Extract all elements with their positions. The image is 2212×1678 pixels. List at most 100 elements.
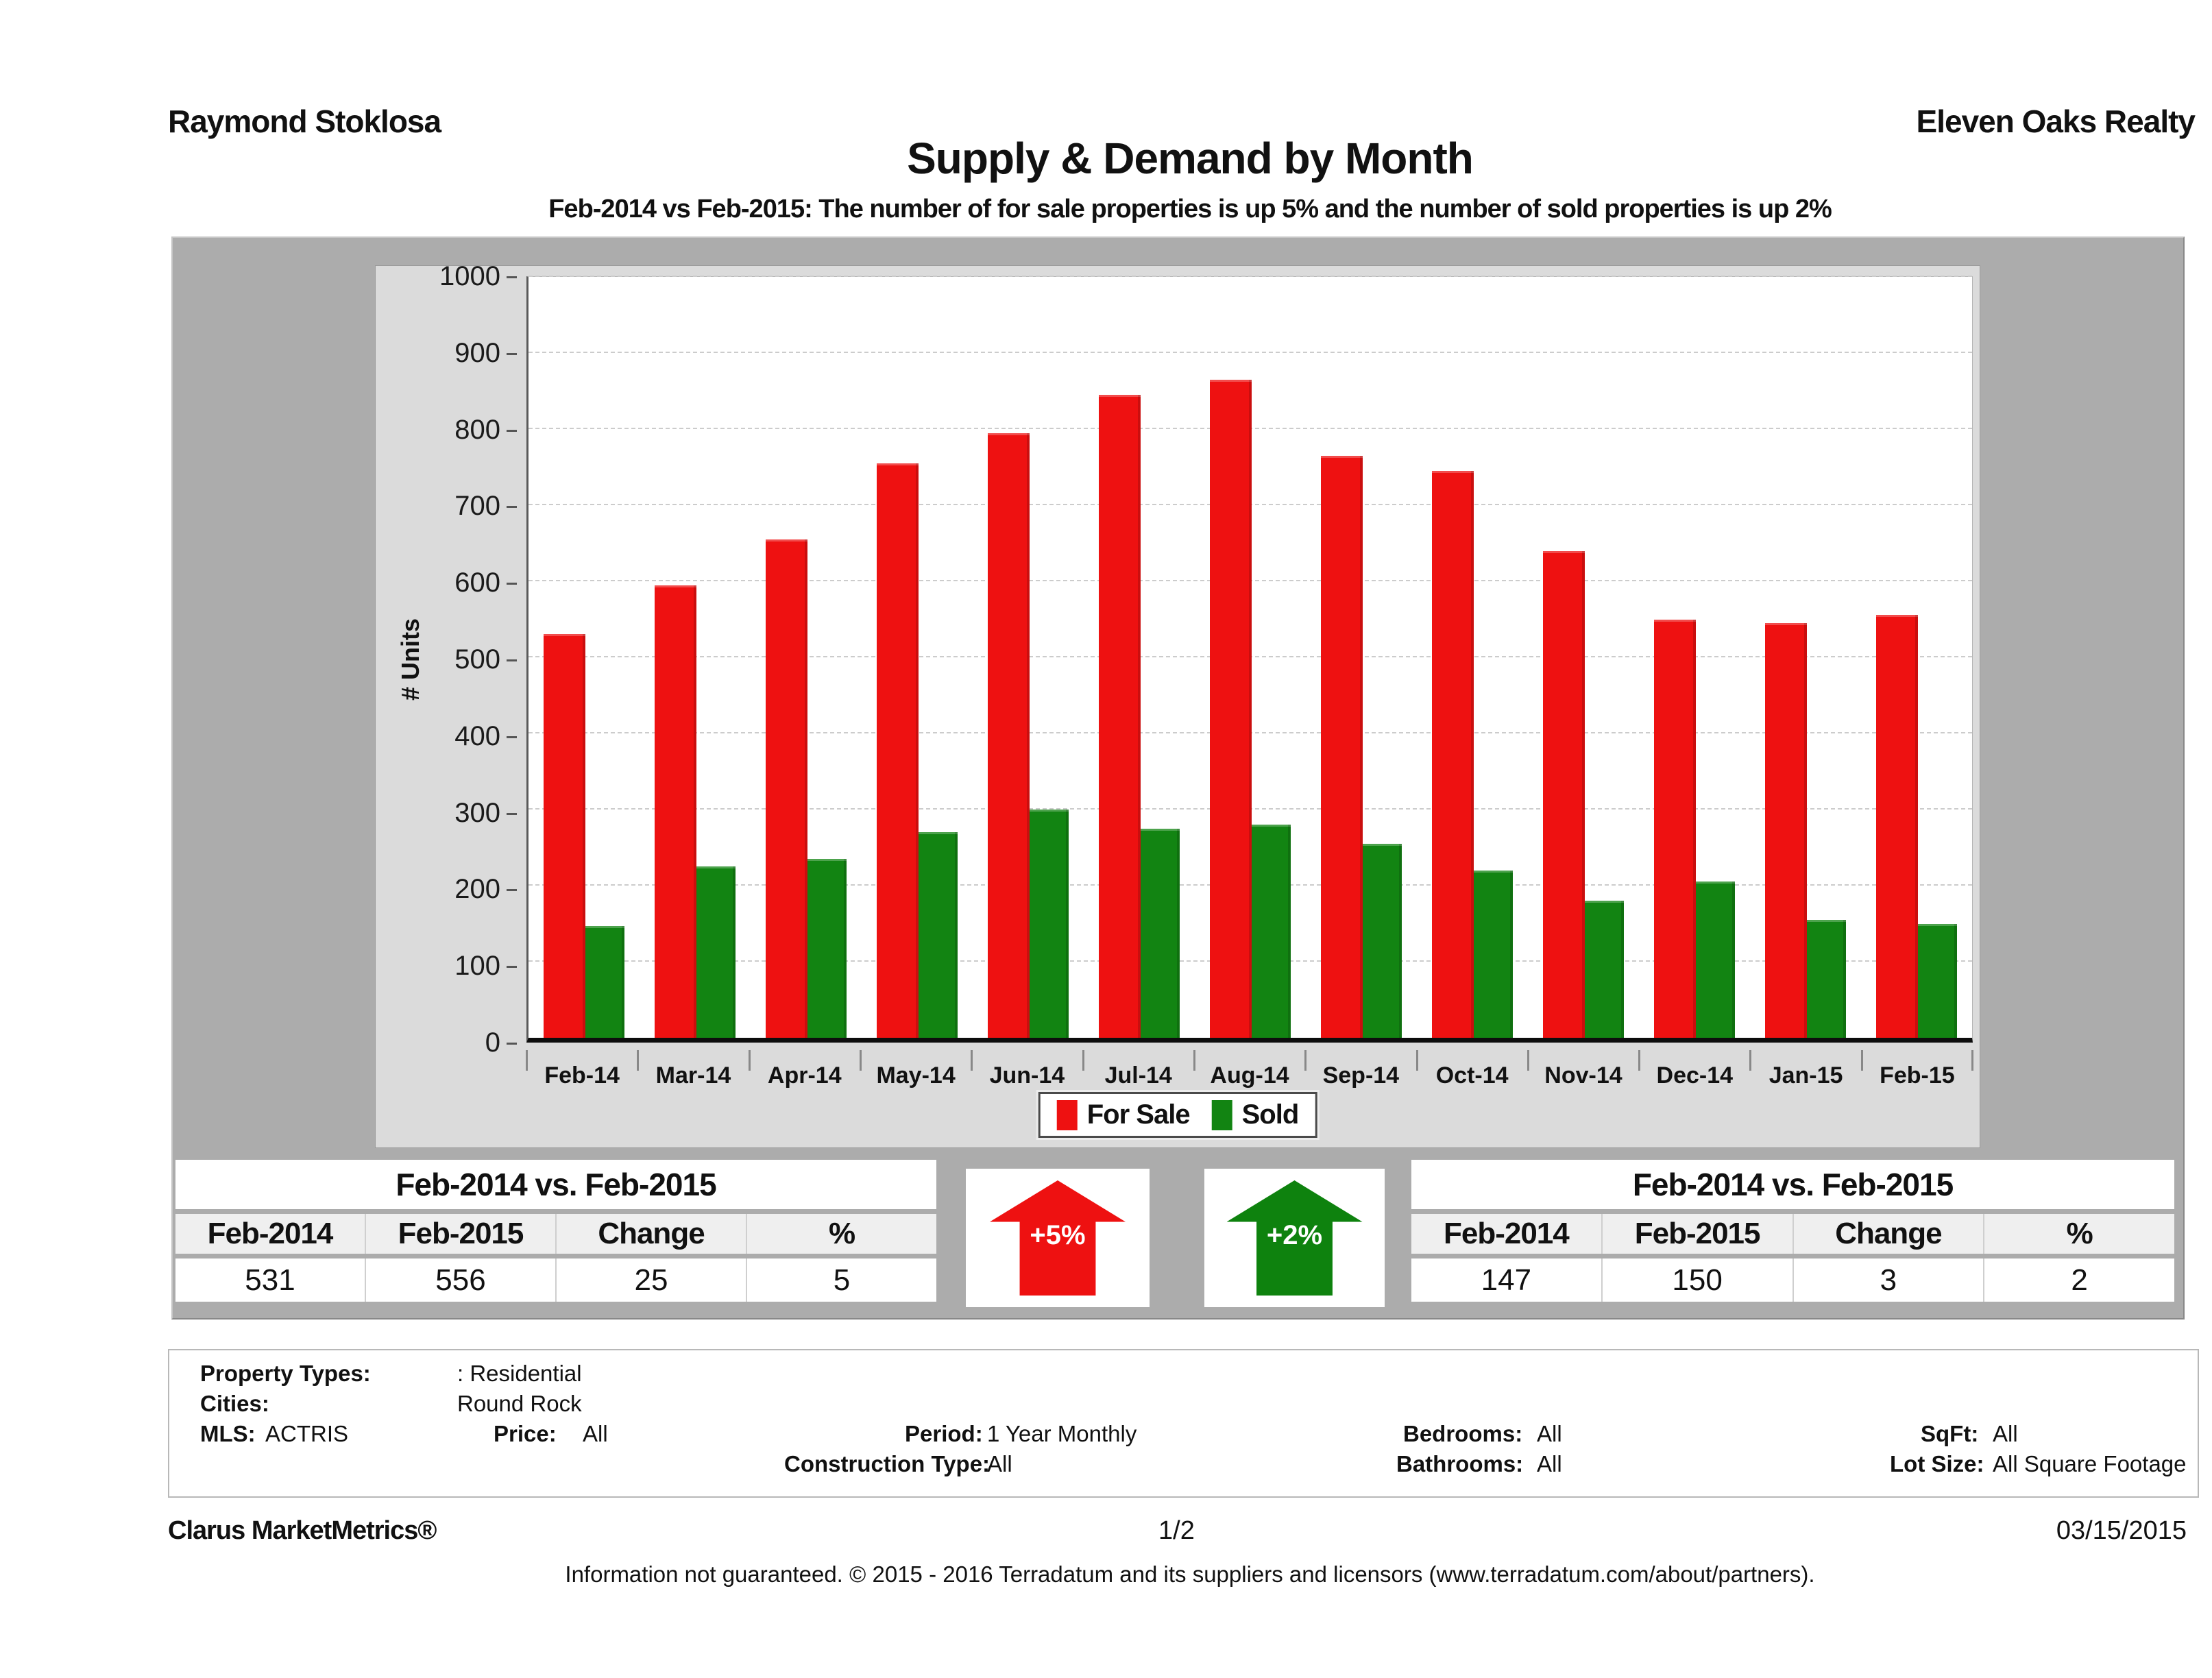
bar-group-May-14 — [862, 277, 973, 1038]
period-label: Period: — [905, 1421, 983, 1446]
agent-name: Raymond Stoklosa — [168, 104, 441, 139]
bar-group-Mar-14 — [640, 277, 751, 1038]
bar-group-Jan-15 — [1750, 277, 1861, 1038]
y-axis: 0 100 200 300 400 500 600 700 800 900 1000 — [376, 263, 518, 1056]
x-label-Dec-14: Dec-14 — [1638, 1050, 1750, 1091]
x-label-Sep-14: Sep-14 — [1304, 1050, 1416, 1091]
for-sale-legend-swatch-icon — [1056, 1099, 1078, 1130]
for-sale-val-percent: 5 — [746, 1258, 936, 1302]
for-sale-bar-Oct-14 — [1431, 471, 1474, 1038]
construction-type-label: Construction Type: — [784, 1451, 990, 1476]
for-sale-up-arrow-icon: +5% — [990, 1180, 1126, 1296]
for-sale-val-change: 25 — [555, 1258, 746, 1302]
y-tick-500: 500 — [454, 646, 518, 673]
y-tick-0: 0 — [485, 1029, 518, 1056]
cities-label: Cities: — [200, 1391, 269, 1416]
x-label-Oct-14: Oct-14 — [1415, 1050, 1528, 1091]
chart-legend: For Sale Sold — [1038, 1092, 1317, 1138]
x-label-Aug-14: Aug-14 — [1193, 1050, 1305, 1091]
x-label-Feb-15: Feb-15 — [1860, 1050, 1974, 1091]
x-label-Feb-14: Feb-14 — [525, 1050, 637, 1091]
lot-size-label: Lot Size: — [1890, 1451, 1984, 1476]
for-sale-legend-label: For Sale — [1086, 1099, 1191, 1130]
bar-group-Dec-14 — [1639, 277, 1750, 1038]
bar-group-Jul-14 — [1084, 277, 1195, 1038]
sold-change-percent: +2% — [1266, 1220, 1323, 1250]
x-label-May-14: May-14 — [859, 1050, 971, 1091]
sold-bar-Oct-14 — [1474, 870, 1514, 1038]
sold-col-percent: % — [1983, 1214, 2174, 1254]
for-sale-bar-May-14 — [876, 463, 919, 1038]
property-types-label: Property Types: — [200, 1361, 371, 1386]
for-sale-col-change: Change — [555, 1214, 746, 1254]
for-sale-bar-Mar-14 — [654, 585, 697, 1038]
price-value: All — [583, 1421, 608, 1446]
sold-val-feb2015: 150 — [1601, 1258, 1792, 1302]
bars-layer — [528, 277, 1972, 1038]
y-tick-700: 700 — [454, 492, 518, 520]
for-sale-bar-Feb-15 — [1875, 614, 1919, 1038]
mls-value: ACTRIS — [265, 1421, 349, 1446]
disclaimer-text: Information not guaranteed. © 2015 - 201… — [565, 1561, 1815, 1587]
for-sale-bar-Nov-14 — [1542, 550, 1585, 1038]
sold-val-percent: 2 — [1983, 1258, 2174, 1302]
for-sale-col-feb2015: Feb-2015 — [365, 1214, 555, 1254]
y-tick-400: 400 — [454, 722, 518, 750]
page-title: Supply & Demand by Month — [907, 134, 1474, 183]
sold-bar-Sep-14 — [1363, 843, 1402, 1038]
sold-table-title: Feb-2014 vs. Feb-2015 — [1411, 1160, 2174, 1209]
for-sale-bar-Apr-14 — [765, 539, 808, 1038]
sold-change-card: +2% — [1204, 1169, 1385, 1307]
for-sale-bar-Aug-14 — [1209, 379, 1252, 1038]
cities-value: Round Rock — [457, 1391, 582, 1416]
for-sale-table-title: Feb-2014 vs. Feb-2015 — [175, 1160, 936, 1209]
sold-bar-Apr-14 — [807, 859, 847, 1038]
y-tick-100: 100 — [454, 952, 518, 980]
sold-col-feb2014: Feb-2014 — [1443, 1217, 1570, 1250]
sold-col-change: Change — [1792, 1214, 1984, 1254]
product-name: Clarus MarketMetrics® — [168, 1516, 437, 1545]
bar-group-Oct-14 — [1417, 277, 1528, 1038]
for-sale-table-header-row: Feb-2014 Feb-2015 Change % — [175, 1214, 936, 1254]
company-name: Eleven Oaks Realty — [1916, 104, 2196, 139]
for-sale-val-feb2015: 556 — [365, 1258, 555, 1302]
property-types-value: : Residential — [457, 1361, 582, 1386]
sold-bar-Mar-14 — [696, 866, 736, 1038]
sold-bar-Nov-14 — [1585, 901, 1625, 1038]
sqft-label: SqFt: — [1921, 1421, 1979, 1446]
gridline-900 — [528, 352, 1972, 353]
sold-bar-Aug-14 — [1252, 825, 1291, 1038]
title-block: Supply & Demand by Month Feb-2014 vs Feb… — [168, 134, 2212, 225]
y-tick-300: 300 — [454, 799, 518, 827]
gridline-1000 — [528, 276, 1972, 277]
sold-bar-Jan-15 — [1807, 919, 1847, 1038]
sold-val-change: 3 — [1792, 1258, 1984, 1302]
sold-legend-swatch-icon — [1211, 1099, 1232, 1130]
chart-area: # Units 0 100 200 300 400 500 600 700 800 900 1000… — [375, 263, 1980, 1148]
sqft-value: All — [1993, 1421, 2018, 1446]
sold-bar-Jun-14 — [1030, 810, 1069, 1038]
y-tick-1000: 1000 — [439, 263, 518, 290]
sold-table-value-row: 147 150 3 2 — [1411, 1258, 2174, 1302]
filters-panel: Property Types: : Residential Cities: Ro… — [168, 1349, 2199, 1498]
for-sale-change-card: +5% — [966, 1169, 1150, 1307]
for-sale-bar-Feb-14 — [543, 633, 586, 1038]
y-tick-600: 600 — [454, 569, 518, 596]
for-sale-bar-Sep-14 — [1320, 455, 1363, 1038]
bedrooms-value: All — [1537, 1421, 1562, 1446]
bar-group-Apr-14 — [751, 277, 862, 1038]
page-number: 1/2 — [1158, 1516, 1195, 1545]
for-sale-col-percent: % — [746, 1214, 936, 1254]
for-sale-comparison-table: Feb-2014 vs. Feb-2015 Feb-2014 Feb-2015 … — [175, 1160, 936, 1302]
x-label-Jun-14: Jun-14 — [971, 1050, 1082, 1091]
bedrooms-label: Bedrooms: — [1403, 1421, 1523, 1446]
y-tick-800: 800 — [454, 416, 518, 443]
sold-table-header-row: Feb-2014 Feb-2015 Change % — [1411, 1214, 2174, 1254]
sold-bar-Jul-14 — [1141, 828, 1180, 1038]
report-date: 03/15/2015 — [2056, 1516, 2187, 1545]
x-label-Mar-14: Mar-14 — [637, 1050, 749, 1091]
sold-legend-label: Sold — [1241, 1099, 1300, 1130]
x-label-Jan-15: Jan-15 — [1749, 1050, 1861, 1091]
for-sale-val-feb2014: 531 — [245, 1263, 295, 1297]
